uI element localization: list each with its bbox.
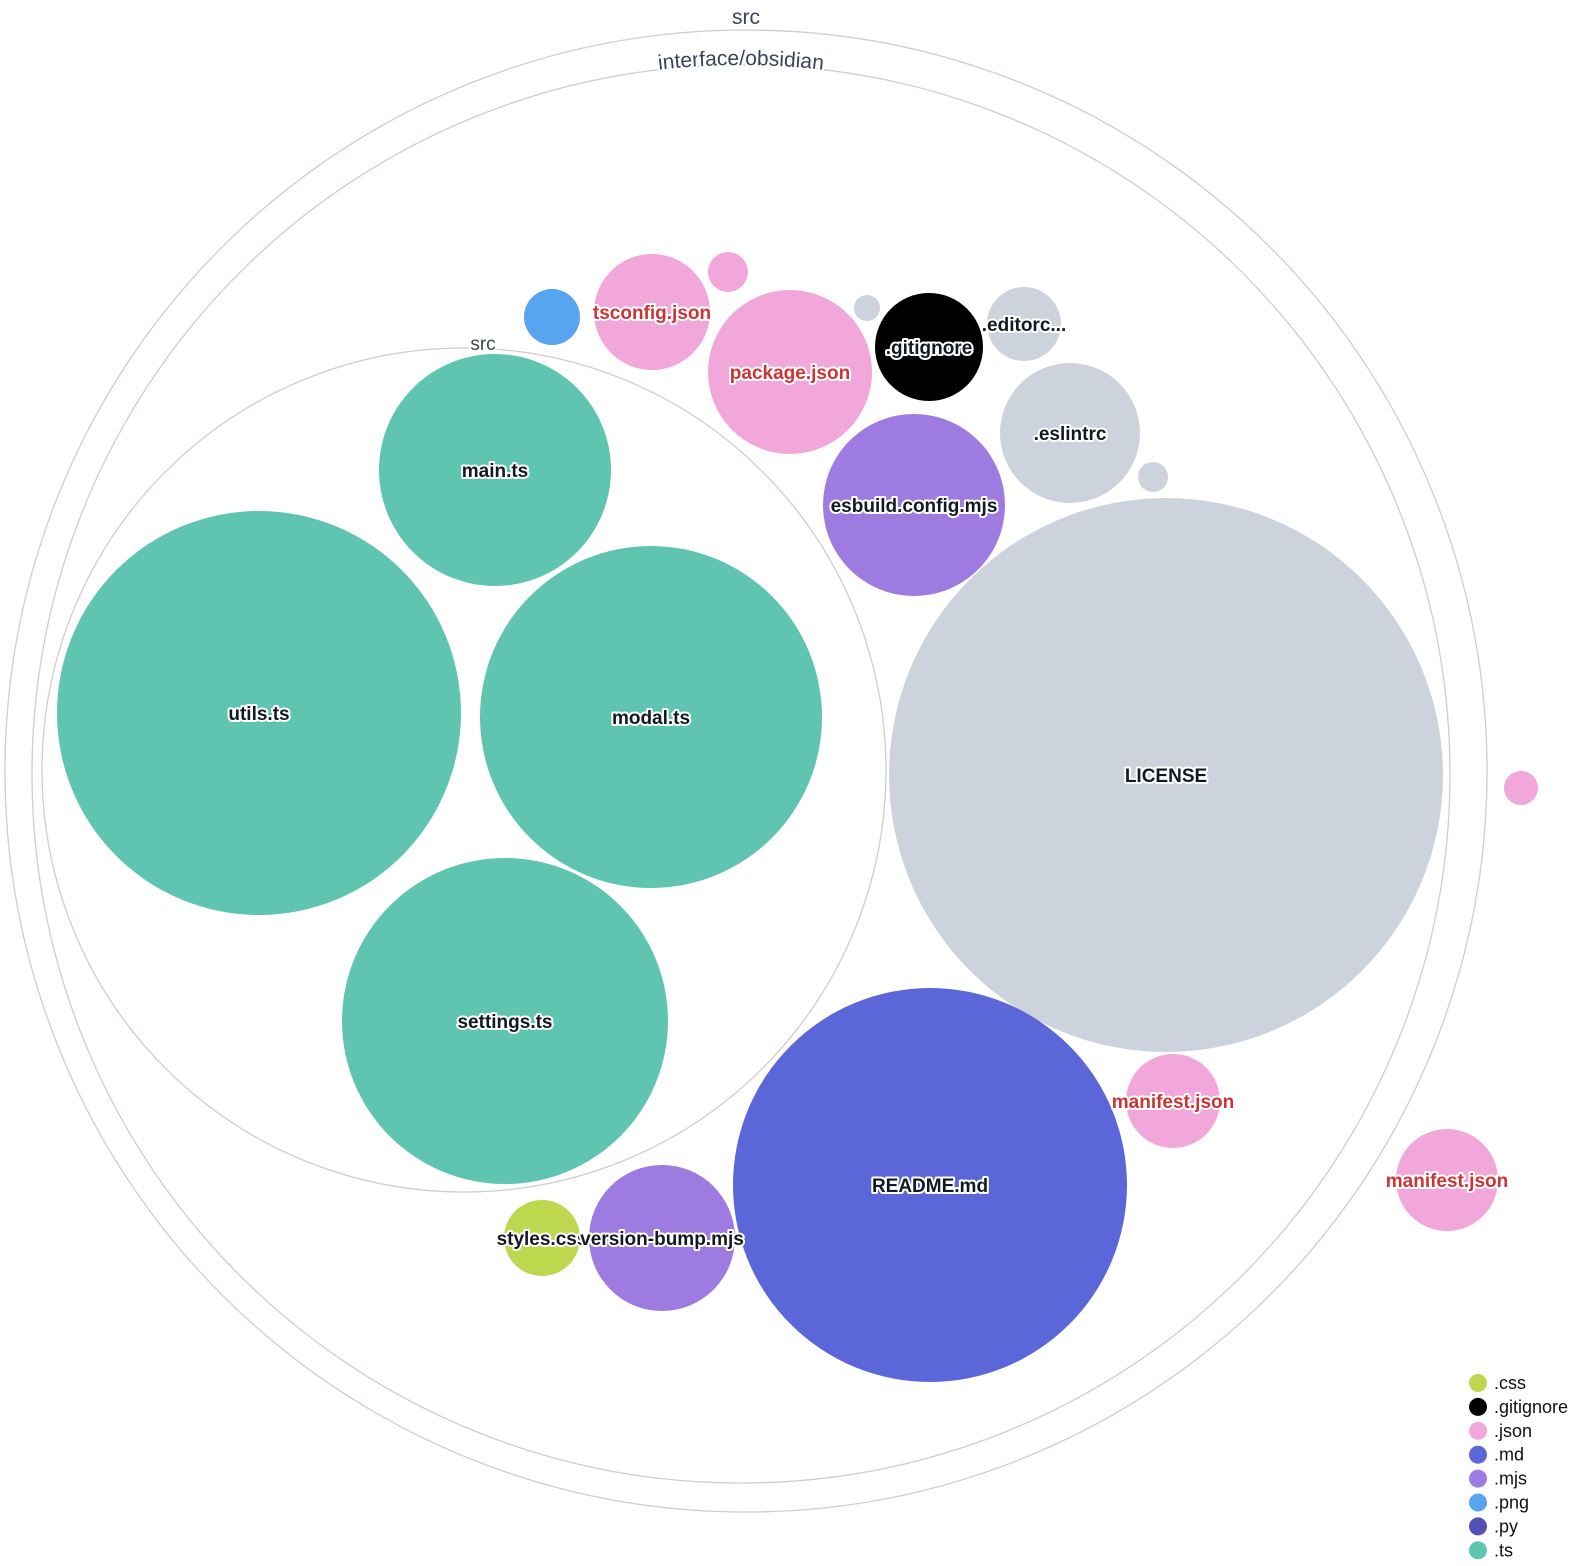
- legend-dot-mjs: [1469, 1469, 1487, 1488]
- file-circle-manifest-json-outer: [1396, 1129, 1498, 1231]
- legend-item-json: .json: [1469, 1421, 1532, 1441]
- legend-item-md: .md: [1469, 1445, 1524, 1465]
- file-circle-styles-css: [504, 1200, 580, 1276]
- file-circle-json-small-top: [708, 252, 748, 292]
- legend-item-gitignore: .gitignore: [1469, 1397, 1568, 1417]
- legend-dot-css: [1469, 1374, 1487, 1392]
- legend: .css .gitignore .json .md .mjs .png .py .ts: [1469, 1373, 1568, 1560]
- folder-circle-interface-obsidian: [31, 64, 1451, 1484]
- file-circle-gitignore: [875, 293, 983, 401]
- file-circle-esbuild-config-mjs: [823, 414, 1005, 596]
- legend-dot-md: [1469, 1445, 1487, 1464]
- legend-dot-json: [1469, 1421, 1487, 1440]
- file-label-license: LICENSE: [1125, 766, 1207, 787]
- folder-label-src-inner: src: [470, 334, 495, 355]
- file-label-modal-ts: modal.ts: [612, 708, 690, 729]
- file-circle-settings-ts: [342, 858, 668, 1184]
- folder-arc-interface-obsidian: [285, 65, 1196, 231]
- file-label-gitignore: .gitignore: [886, 338, 973, 359]
- file-circle-license: [889, 498, 1443, 1052]
- file-label-esbuild-config-mjs: esbuild.config.mjs: [831, 496, 998, 517]
- file-label-editorconfig: .editorc...: [982, 315, 1066, 336]
- legend-label-py: .py: [1494, 1516, 1518, 1536]
- file-circle-version-bump-mjs: [589, 1165, 735, 1311]
- file-label-settings-ts: settings.ts: [457, 1012, 552, 1033]
- file-label-main-ts: main.ts: [462, 461, 529, 482]
- file-label-eslintrc: .eslintrc: [1034, 424, 1107, 445]
- legend-item-mjs: .mjs: [1469, 1469, 1527, 1489]
- folder-label-interface-obsidian: interface/obsidian: [657, 47, 825, 75]
- file-circle-eslintrc: [1000, 363, 1140, 503]
- file-circle-tsconfig-json: [594, 254, 710, 370]
- file-label-tsconfig-json: tsconfig.json: [593, 303, 711, 324]
- legend-label-png: .png: [1494, 1493, 1529, 1513]
- file-label-styles-css: styles.css: [497, 1229, 588, 1250]
- legend-label-mjs: .mjs: [1494, 1469, 1527, 1489]
- legend-dot-ts: [1469, 1541, 1487, 1560]
- legend-item-py: .py: [1469, 1516, 1518, 1536]
- legend-dot-gitignore: [1469, 1397, 1487, 1416]
- legend-dot-png: [1469, 1493, 1487, 1512]
- file-circle-readme-md: [733, 988, 1127, 1382]
- file-circle-json-small-right: [1504, 771, 1538, 805]
- file-circle-modal-ts: [480, 546, 822, 888]
- legend-dot-py: [1469, 1517, 1487, 1536]
- file-circle-utils-ts: [57, 511, 461, 915]
- legend-label-gitignore: .gitignore: [1494, 1397, 1568, 1417]
- legend-label-json: .json: [1494, 1421, 1532, 1441]
- file-label-version-bump-mjs: version-bump.mjs: [580, 1229, 744, 1250]
- file-circle-editorconfig: [987, 287, 1061, 361]
- folder-label-text-interface-obsidian: interface/obsidian: [655, 45, 827, 77]
- file-circle-gray-small-2: [1138, 462, 1168, 492]
- file-label-utils-ts: utils.ts: [228, 704, 289, 725]
- legend-item-css: .css: [1469, 1373, 1526, 1393]
- file-circle-main-ts: [379, 354, 611, 586]
- legend-item-png: .png: [1469, 1493, 1529, 1513]
- file-circle-gray-small-1: [854, 295, 880, 321]
- file-label-manifest-json-outer: manifest.json: [1386, 1171, 1508, 1192]
- file-circle-png-small: [524, 289, 580, 345]
- file-circle-manifest-json-inner: [1126, 1054, 1220, 1148]
- folder-circle-src-inner: [41, 347, 887, 1193]
- folder-label-src-outer: src: [732, 6, 760, 29]
- folder-circles-layer: [4, 29, 1488, 1513]
- folder-circle-src-outer: [4, 29, 1488, 1513]
- legend-label-md: .md: [1494, 1445, 1524, 1465]
- file-circle-package-json: [708, 290, 872, 454]
- legend-item-ts: .ts: [1469, 1540, 1513, 1560]
- file-label-manifest-json-inner: manifest.json: [1112, 1092, 1234, 1113]
- file-label-package-json: package.json: [730, 363, 850, 384]
- file-label-readme-md: README.md: [872, 1176, 988, 1197]
- legend-label-css: .css: [1494, 1373, 1526, 1393]
- labels-layer: src interface/obsidian src utils.ts modal.ts…: [226, 4, 1510, 1252]
- legend-label-ts: .ts: [1494, 1540, 1513, 1560]
- file-circles-layer: [57, 252, 1538, 1382]
